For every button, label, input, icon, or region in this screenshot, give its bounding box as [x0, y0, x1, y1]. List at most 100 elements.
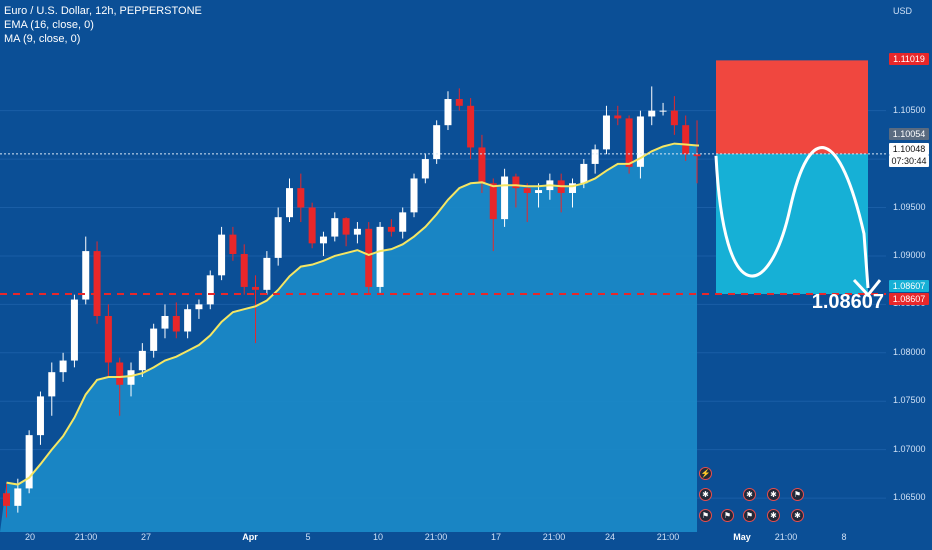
candle [252, 275, 260, 344]
candle [36, 391, 44, 445]
candle [319, 231, 327, 256]
candle-body [286, 188, 293, 218]
candle [535, 183, 543, 208]
time-tick-label: 8 [841, 532, 847, 542]
candle-body [116, 362, 124, 385]
ma-indicator-label[interactable]: MA (9, close, 0) [4, 33, 81, 45]
eu-event-icon[interactable]: ✱ [743, 488, 756, 501]
candle-body [218, 234, 226, 276]
candle [602, 105, 610, 155]
time-tick-label: 21:00 [542, 532, 566, 542]
candle-body [421, 159, 429, 179]
us-event-icon[interactable]: ⚑ [791, 488, 804, 501]
candle-body [127, 370, 135, 385]
candle [150, 323, 158, 358]
time-tick-label: 21:00 [74, 532, 98, 542]
candle [399, 207, 407, 239]
time-tick-label: Apr [242, 532, 258, 542]
candle [195, 299, 203, 319]
candle-body [25, 435, 33, 489]
candle [82, 236, 90, 305]
candle-body [184, 309, 192, 332]
candle-body [3, 493, 10, 506]
ema-line [6, 142, 700, 486]
candle-body [229, 234, 237, 255]
candle [104, 304, 112, 378]
candle-body [240, 254, 248, 287]
price-tick-label: 1.09000 [893, 249, 926, 260]
candle-body [195, 304, 203, 310]
candle [693, 120, 701, 184]
candle [93, 241, 101, 324]
candle [376, 222, 384, 293]
time-tick-label: 10 [372, 532, 384, 542]
ema-indicator-label[interactable]: EMA (16, close, 0) [4, 19, 94, 31]
candle-body [161, 315, 169, 329]
candle [127, 362, 135, 397]
candle [569, 178, 576, 208]
candle-body [70, 299, 78, 361]
time-tick-label: 20 [24, 532, 36, 542]
eu-event-icon[interactable]: ✱ [767, 488, 780, 501]
candle-body [365, 228, 373, 287]
price-tick-label: 1.09500 [893, 201, 926, 212]
candle-body [36, 396, 44, 436]
us-event-icon[interactable]: ⚑ [721, 509, 734, 522]
candle [240, 244, 248, 295]
time-tick-label: 21:00 [656, 532, 680, 542]
time-tick-label: 24 [604, 532, 616, 542]
time-tick-label: May [733, 532, 751, 542]
target-entry-price-tag: 1.08607 [889, 280, 929, 292]
candle-body [410, 178, 418, 213]
candle-body [138, 350, 146, 371]
eu-event-icon[interactable]: ✱ [699, 488, 712, 501]
candle [433, 120, 441, 164]
candle-body [659, 110, 667, 112]
us-event-icon[interactable]: ⚑ [699, 509, 712, 522]
candle [25, 430, 33, 494]
eu-event-icon[interactable]: ✱ [767, 509, 780, 522]
candle-body [331, 218, 339, 237]
candle-body [399, 212, 407, 232]
candle-body [444, 99, 452, 126]
candle-body [602, 115, 610, 150]
candle [263, 251, 271, 295]
candle-body [580, 163, 588, 184]
candle-body [591, 149, 599, 164]
candle-body [625, 118, 633, 167]
candle [138, 343, 146, 378]
candle [410, 173, 418, 218]
candle [636, 110, 644, 179]
candle-body [263, 257, 271, 290]
candle-body [59, 360, 67, 373]
symbol-title[interactable]: Euro / U.S. Dollar, 12h, PEPPERSTONE [4, 5, 202, 17]
price-tick-label: 1.07500 [893, 395, 926, 406]
candle [274, 207, 282, 266]
candle-body [353, 228, 361, 235]
candle [614, 105, 622, 126]
candle-body [14, 488, 22, 506]
candle [489, 178, 497, 252]
candle [116, 357, 124, 416]
price-tick-label: 1.06500 [893, 492, 926, 503]
stop-price-tag: 1.11019 [889, 53, 929, 65]
candle-body [319, 236, 327, 244]
candle-body [104, 315, 112, 363]
stop-loss-zone[interactable] [716, 60, 868, 154]
time-tick-label: 21:00 [424, 532, 448, 542]
eu-event-icon[interactable]: ✱ [791, 509, 804, 522]
us-event-icon[interactable]: ⚑ [743, 509, 756, 522]
countdown-tag: 07:30:44 [889, 155, 929, 167]
projection-arrow-icon [852, 278, 882, 298]
lightning-event-icon[interactable]: ⚡ [699, 467, 712, 480]
candle [48, 362, 56, 416]
time-tick-label: 17 [490, 532, 502, 542]
candle-body [274, 217, 282, 258]
candle-body [501, 176, 509, 220]
candle-body [48, 372, 56, 397]
target-price-tag: 1.08607 [889, 293, 929, 305]
candle-body [467, 105, 475, 148]
candle [659, 102, 667, 116]
candle [331, 212, 339, 242]
